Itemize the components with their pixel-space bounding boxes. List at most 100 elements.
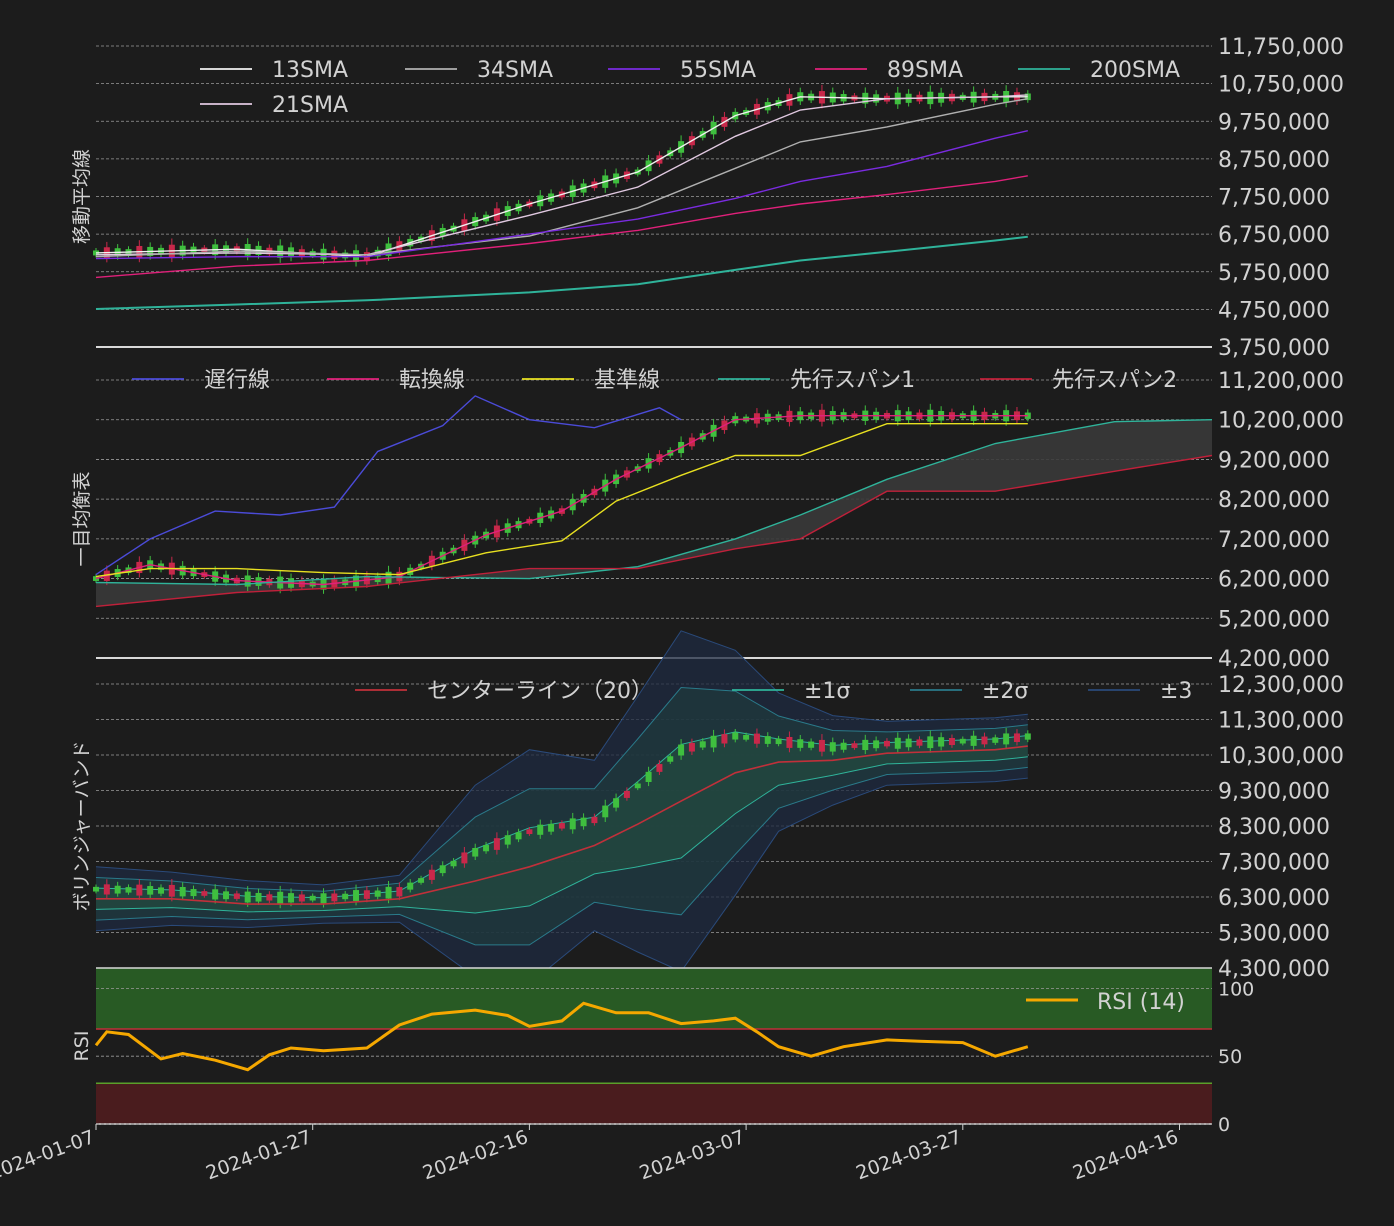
candle-body (136, 884, 143, 896)
candle-body (840, 742, 847, 750)
y-tick-label: 8,300,000 (1218, 815, 1330, 840)
legend-label: ±2σ (982, 679, 1028, 704)
candle-body (797, 739, 804, 748)
y-tick-label: 8,750,000 (1218, 148, 1330, 173)
y-tick-label: 9,300,000 (1218, 780, 1330, 805)
y-axis-label: 一目均衡表 (71, 471, 93, 566)
candle-body (678, 744, 685, 756)
candle-body (504, 835, 511, 845)
candle-body (743, 734, 750, 740)
y-tick-label: 7,300,000 (1218, 851, 1330, 876)
candle-body (938, 737, 945, 747)
candle-body (255, 892, 262, 902)
legend-label: RSI (14) (1097, 990, 1185, 1015)
legend-label: 200SMA (1090, 58, 1180, 83)
y-tick-label: 4,200,000 (1218, 647, 1330, 672)
candle-body (569, 818, 576, 830)
candle-body (309, 895, 316, 901)
series-line (95, 415, 1028, 586)
legend-label: ±3 (1160, 679, 1192, 704)
candle-body (883, 740, 890, 747)
x-tick-label: 2024-03-07 (637, 1126, 748, 1184)
candle-body (710, 735, 717, 748)
candle-body (374, 890, 381, 897)
candle-body (363, 890, 370, 899)
candle-body (233, 893, 240, 899)
band-upper-line (95, 630, 1028, 886)
candle-body (656, 764, 663, 772)
candle-body (114, 885, 121, 894)
y-tick-label: 7,750,000 (1218, 186, 1330, 211)
candle-body (699, 741, 706, 748)
candle-body (537, 824, 544, 835)
candle-body (851, 743, 858, 748)
candle-body (591, 816, 598, 824)
x-tick-label: 2024-01-07 (0, 1126, 98, 1184)
y-tick-label: 7,200,000 (1218, 528, 1330, 553)
candle-body (158, 887, 165, 894)
legend-label: 先行スパン1 (790, 368, 915, 393)
rsi-line (94, 1001, 1029, 1072)
series-line-13sma (95, 96, 1028, 258)
y-tick-label: 9,750,000 (1218, 110, 1330, 135)
x-axis: 2024-01-07 2024-01-27 2024-02-16 2024-03-07… (0, 1124, 1181, 1184)
legend-label: 89SMA (887, 58, 963, 83)
candle-body (959, 738, 966, 744)
series-line (95, 395, 682, 576)
y-tick-label: 4,300,000 (1218, 957, 1330, 982)
candle-body (970, 735, 977, 746)
candle-body (1024, 93, 1031, 101)
y-tick-label: 6,750,000 (1218, 223, 1330, 248)
candle-body (623, 790, 630, 798)
candle-body (407, 882, 414, 890)
band-lower-line (95, 777, 1028, 985)
y-tick-label: 11,200,000 (1218, 369, 1344, 394)
oversold-zone (96, 1083, 1212, 1124)
candle-body (1024, 733, 1031, 740)
candle-body (1003, 733, 1010, 745)
candle-body (580, 817, 587, 827)
candle-body (1024, 412, 1031, 419)
legend-label: 基準線 (594, 368, 660, 393)
y-tick-label: 5,750,000 (1218, 261, 1330, 286)
legend-label: センターライン（20） (427, 679, 653, 704)
candle-body (927, 736, 934, 749)
candle-body (634, 783, 641, 789)
bollinger-panel: 4,300,000 5,300,000 6,300,000 7,300,000 8,30… (71, 630, 1344, 985)
sma-panel: 3,750,000 4,750,000 5,750,000 6,750,000 7,75… (71, 35, 1344, 361)
candle-body (645, 771, 652, 782)
candle-body (721, 734, 728, 744)
series-line-55sma (95, 130, 1028, 260)
candle-body (526, 829, 533, 835)
ichimoku-panel: 4,200,000 5,200,000 6,200,000 7,200,000 8,20… (71, 368, 1344, 672)
candle-body (916, 739, 923, 746)
series-line (95, 419, 1213, 586)
candle-body (396, 887, 403, 897)
y-tick-label: 12,300,000 (1218, 673, 1344, 698)
candle-body (829, 742, 836, 752)
candle-body (472, 847, 479, 857)
center-line (96, 745, 1028, 905)
x-tick-label: 2024-03-27 (853, 1126, 964, 1184)
candle-body (418, 878, 425, 883)
candle-body (428, 869, 435, 880)
y-tick-label: 0 (1218, 1114, 1230, 1136)
legend-label: 先行スパン2 (1052, 368, 1177, 393)
candle-body (548, 823, 555, 832)
candle-body (103, 884, 110, 895)
y-tick-label: 3,750,000 (1218, 336, 1330, 361)
candle-body (753, 733, 760, 744)
candle-body (873, 740, 880, 749)
candle-body (1013, 733, 1020, 743)
candle-body (818, 739, 825, 752)
candle-body (353, 890, 360, 901)
y-axis-label: RSI (71, 1031, 93, 1062)
y-tick-label: 5,300,000 (1218, 922, 1330, 947)
legend-label: 13SMA (272, 58, 348, 83)
y-tick-label: 10,300,000 (1218, 744, 1344, 769)
candle-body (244, 891, 251, 903)
candle-body (190, 889, 197, 897)
candle-body (277, 891, 284, 904)
candle-body (93, 886, 99, 892)
y-tick-label: 5,200,000 (1218, 607, 1330, 632)
